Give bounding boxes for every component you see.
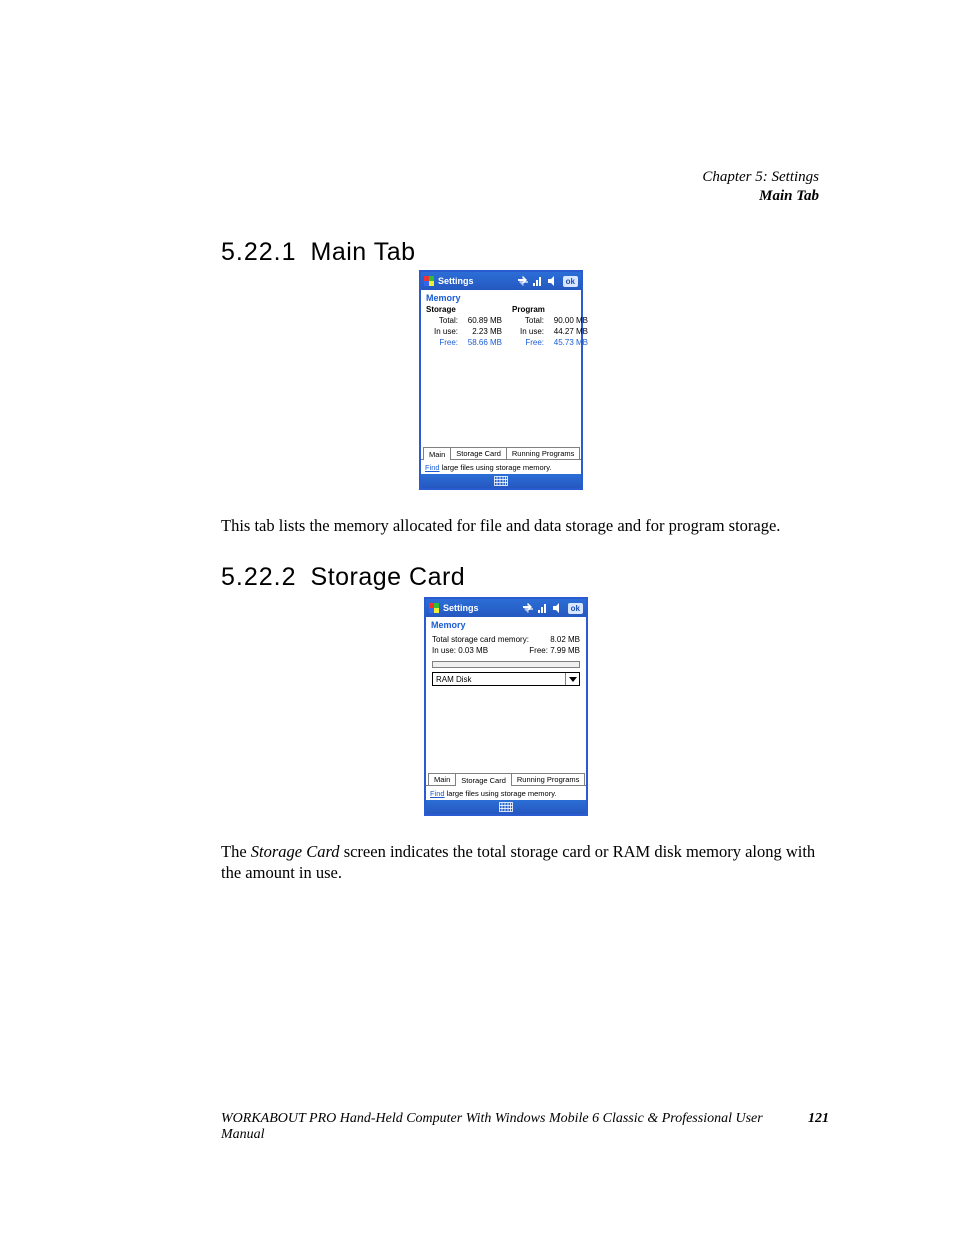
memory-subtitle: Memory [421, 290, 581, 305]
inuse-value: 0.03 MB [458, 646, 488, 655]
program-total-value: 90.00 MB [548, 316, 588, 327]
window-titlebar: Settings ok [426, 599, 586, 617]
window-titlebar: Settings ok [421, 272, 581, 290]
storage-heading: Storage [426, 305, 502, 314]
screenshot-memory-storage-card: Settings ok Memory Total storage card me… [424, 597, 588, 816]
free-value: 7.99 MB [550, 646, 580, 655]
program-free-label: Free: [512, 338, 544, 349]
page-footer: WORKABOUT PRO Hand-Held Computer With Wi… [221, 1111, 829, 1143]
page-header: Chapter 5: Settings Main Tab [702, 168, 819, 206]
p2-part-a: The [221, 842, 251, 861]
tab-running-programs[interactable]: Running Programs [506, 447, 581, 459]
tab-storage-card[interactable]: Storage Card [450, 447, 507, 459]
usage-bar [432, 661, 580, 668]
storage-free-label: Free: [426, 338, 458, 349]
find-line: Find large files using storage memory. [426, 786, 586, 800]
memory-tabs: Main Storage Card Running Programs [421, 445, 581, 460]
total-storage-value: 8.02 MB [550, 634, 580, 645]
free-label: Free: [529, 646, 548, 655]
screenshot-memory-main: Settings ok Memory Storage Total: 60.89 M… [419, 270, 583, 490]
tab-running-programs[interactable]: Running Programs [511, 773, 586, 785]
status-icons [522, 602, 564, 614]
storage-total-value: 60.89 MB [462, 316, 502, 327]
tab-main[interactable]: Main [423, 447, 451, 460]
tab-storage-card[interactable]: Storage Card [455, 773, 512, 786]
keyboard-icon[interactable] [499, 802, 513, 812]
program-heading: Program [512, 305, 588, 314]
signal-icon[interactable] [537, 602, 549, 614]
ok-button[interactable]: ok [568, 603, 583, 614]
volume-icon[interactable] [547, 275, 559, 287]
memory-subtitle: Memory [426, 617, 586, 632]
ok-button[interactable]: ok [563, 276, 578, 287]
storage-free-value: 58.66 MB [462, 338, 502, 349]
start-icon[interactable] [424, 276, 434, 286]
page-number: 121 [808, 1111, 829, 1143]
storage-select[interactable]: RAM Disk [432, 672, 580, 686]
start-icon[interactable] [429, 603, 439, 613]
window-title: Settings [443, 603, 479, 613]
signal-icon[interactable] [532, 275, 544, 287]
paragraph-storage-card: The Storage Card screen indicates the to… [221, 842, 831, 883]
window-title: Settings [438, 276, 474, 286]
storage-total-label: Total: [426, 316, 458, 327]
heading-text: Storage Card [311, 563, 466, 591]
volume-icon[interactable] [552, 602, 564, 614]
chevron-down-icon[interactable] [565, 673, 579, 685]
memory-tabs: Main Storage Card Running Programs [426, 771, 586, 786]
chapter-label: Chapter 5: Settings [702, 168, 819, 187]
connectivity-icon[interactable] [517, 275, 529, 287]
manual-title: WORKABOUT PRO Hand-Held Computer With Wi… [221, 1111, 792, 1143]
find-rest: large files using storage memory. [442, 463, 552, 472]
paragraph-main-tab: This tab lists the memory allocated for … [221, 516, 831, 537]
tab-main[interactable]: Main [428, 773, 456, 785]
manual-page: Chapter 5: Settings Main Tab 5.22.1 Main … [0, 0, 954, 1235]
program-free-value: 45.73 MB [548, 338, 588, 349]
program-inuse-value: 44.27 MB [548, 327, 588, 338]
total-storage-label: Total storage card memory: [432, 634, 529, 645]
heading-number: 5.22.1 [221, 238, 297, 267]
section-label: Main Tab [702, 187, 819, 206]
find-link[interactable]: Find [430, 789, 445, 798]
storage-card-panel: Memory Total storage card memory: 8.02 M… [426, 617, 586, 800]
storage-inuse-label: In use: [426, 327, 458, 338]
connectivity-icon[interactable] [522, 602, 534, 614]
keyboard-icon[interactable] [494, 476, 508, 486]
find-link[interactable]: Find [425, 463, 440, 472]
memory-panel: Memory Storage Total: 60.89 MB In use: 2.2… [421, 290, 581, 474]
status-icons [517, 275, 559, 287]
inuse-label: In use: [432, 646, 456, 655]
p2-emphasis: Storage Card [251, 842, 340, 861]
program-inuse-label: In use: [512, 327, 544, 338]
memory-columns: Storage Total: 60.89 MB In use: 2.23 MB Fr… [421, 305, 581, 348]
program-total-label: Total: [512, 316, 544, 327]
soft-key-bar [421, 474, 581, 488]
heading-number: 5.22.2 [221, 563, 297, 592]
section-heading-main-tab: 5.22.1 Main Tab [221, 238, 416, 267]
storage-inuse-value: 2.23 MB [462, 327, 502, 338]
storage-card-info: Total storage card memory: 8.02 MB In us… [426, 632, 586, 658]
soft-key-bar [426, 800, 586, 814]
section-heading-storage-card: 5.22.2 Storage Card [221, 563, 465, 592]
heading-text: Main Tab [311, 238, 416, 266]
storage-column: Storage Total: 60.89 MB In use: 2.23 MB Fr… [426, 305, 502, 348]
storage-select-value: RAM Disk [433, 675, 565, 684]
find-rest: large files using storage memory. [447, 789, 557, 798]
find-line: Find large files using storage memory. [421, 460, 581, 474]
program-column: Program Total: 90.00 MB In use: 44.27 MB F… [512, 305, 588, 348]
